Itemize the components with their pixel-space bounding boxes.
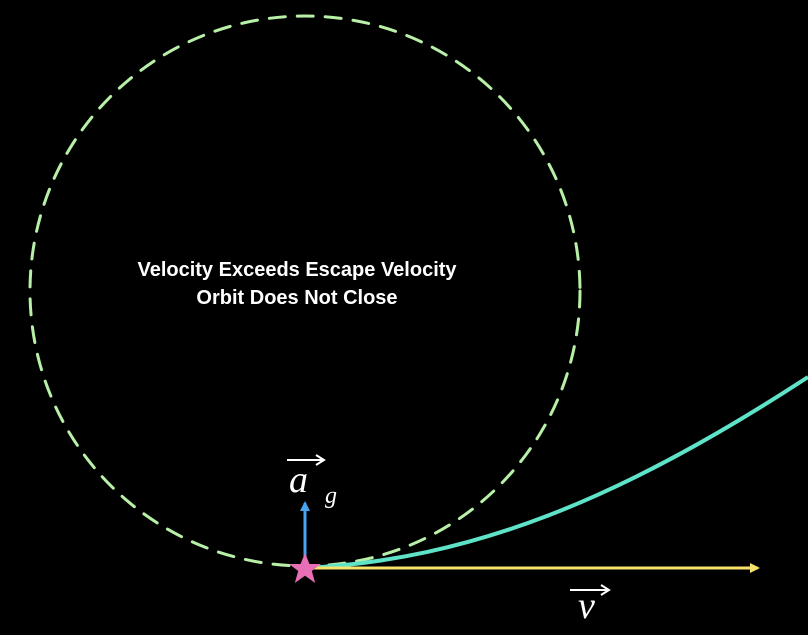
gravity-subscript: g xyxy=(325,483,337,509)
escape-trajectory-path xyxy=(304,375,808,570)
star-icon xyxy=(289,553,321,583)
gravity-symbol: a xyxy=(289,459,308,501)
gravity-vector-label: a g xyxy=(287,454,337,509)
caption-line-2: Orbit Does Not Close xyxy=(196,287,398,309)
diagram-caption: Velocity Exceeds Escape Velocity Orbit D… xyxy=(0,256,594,312)
velocity-symbol: v xyxy=(578,585,595,627)
caption-line-1: Velocity Exceeds Escape Velocity xyxy=(137,259,457,281)
velocity-vector-label: v xyxy=(570,584,611,627)
